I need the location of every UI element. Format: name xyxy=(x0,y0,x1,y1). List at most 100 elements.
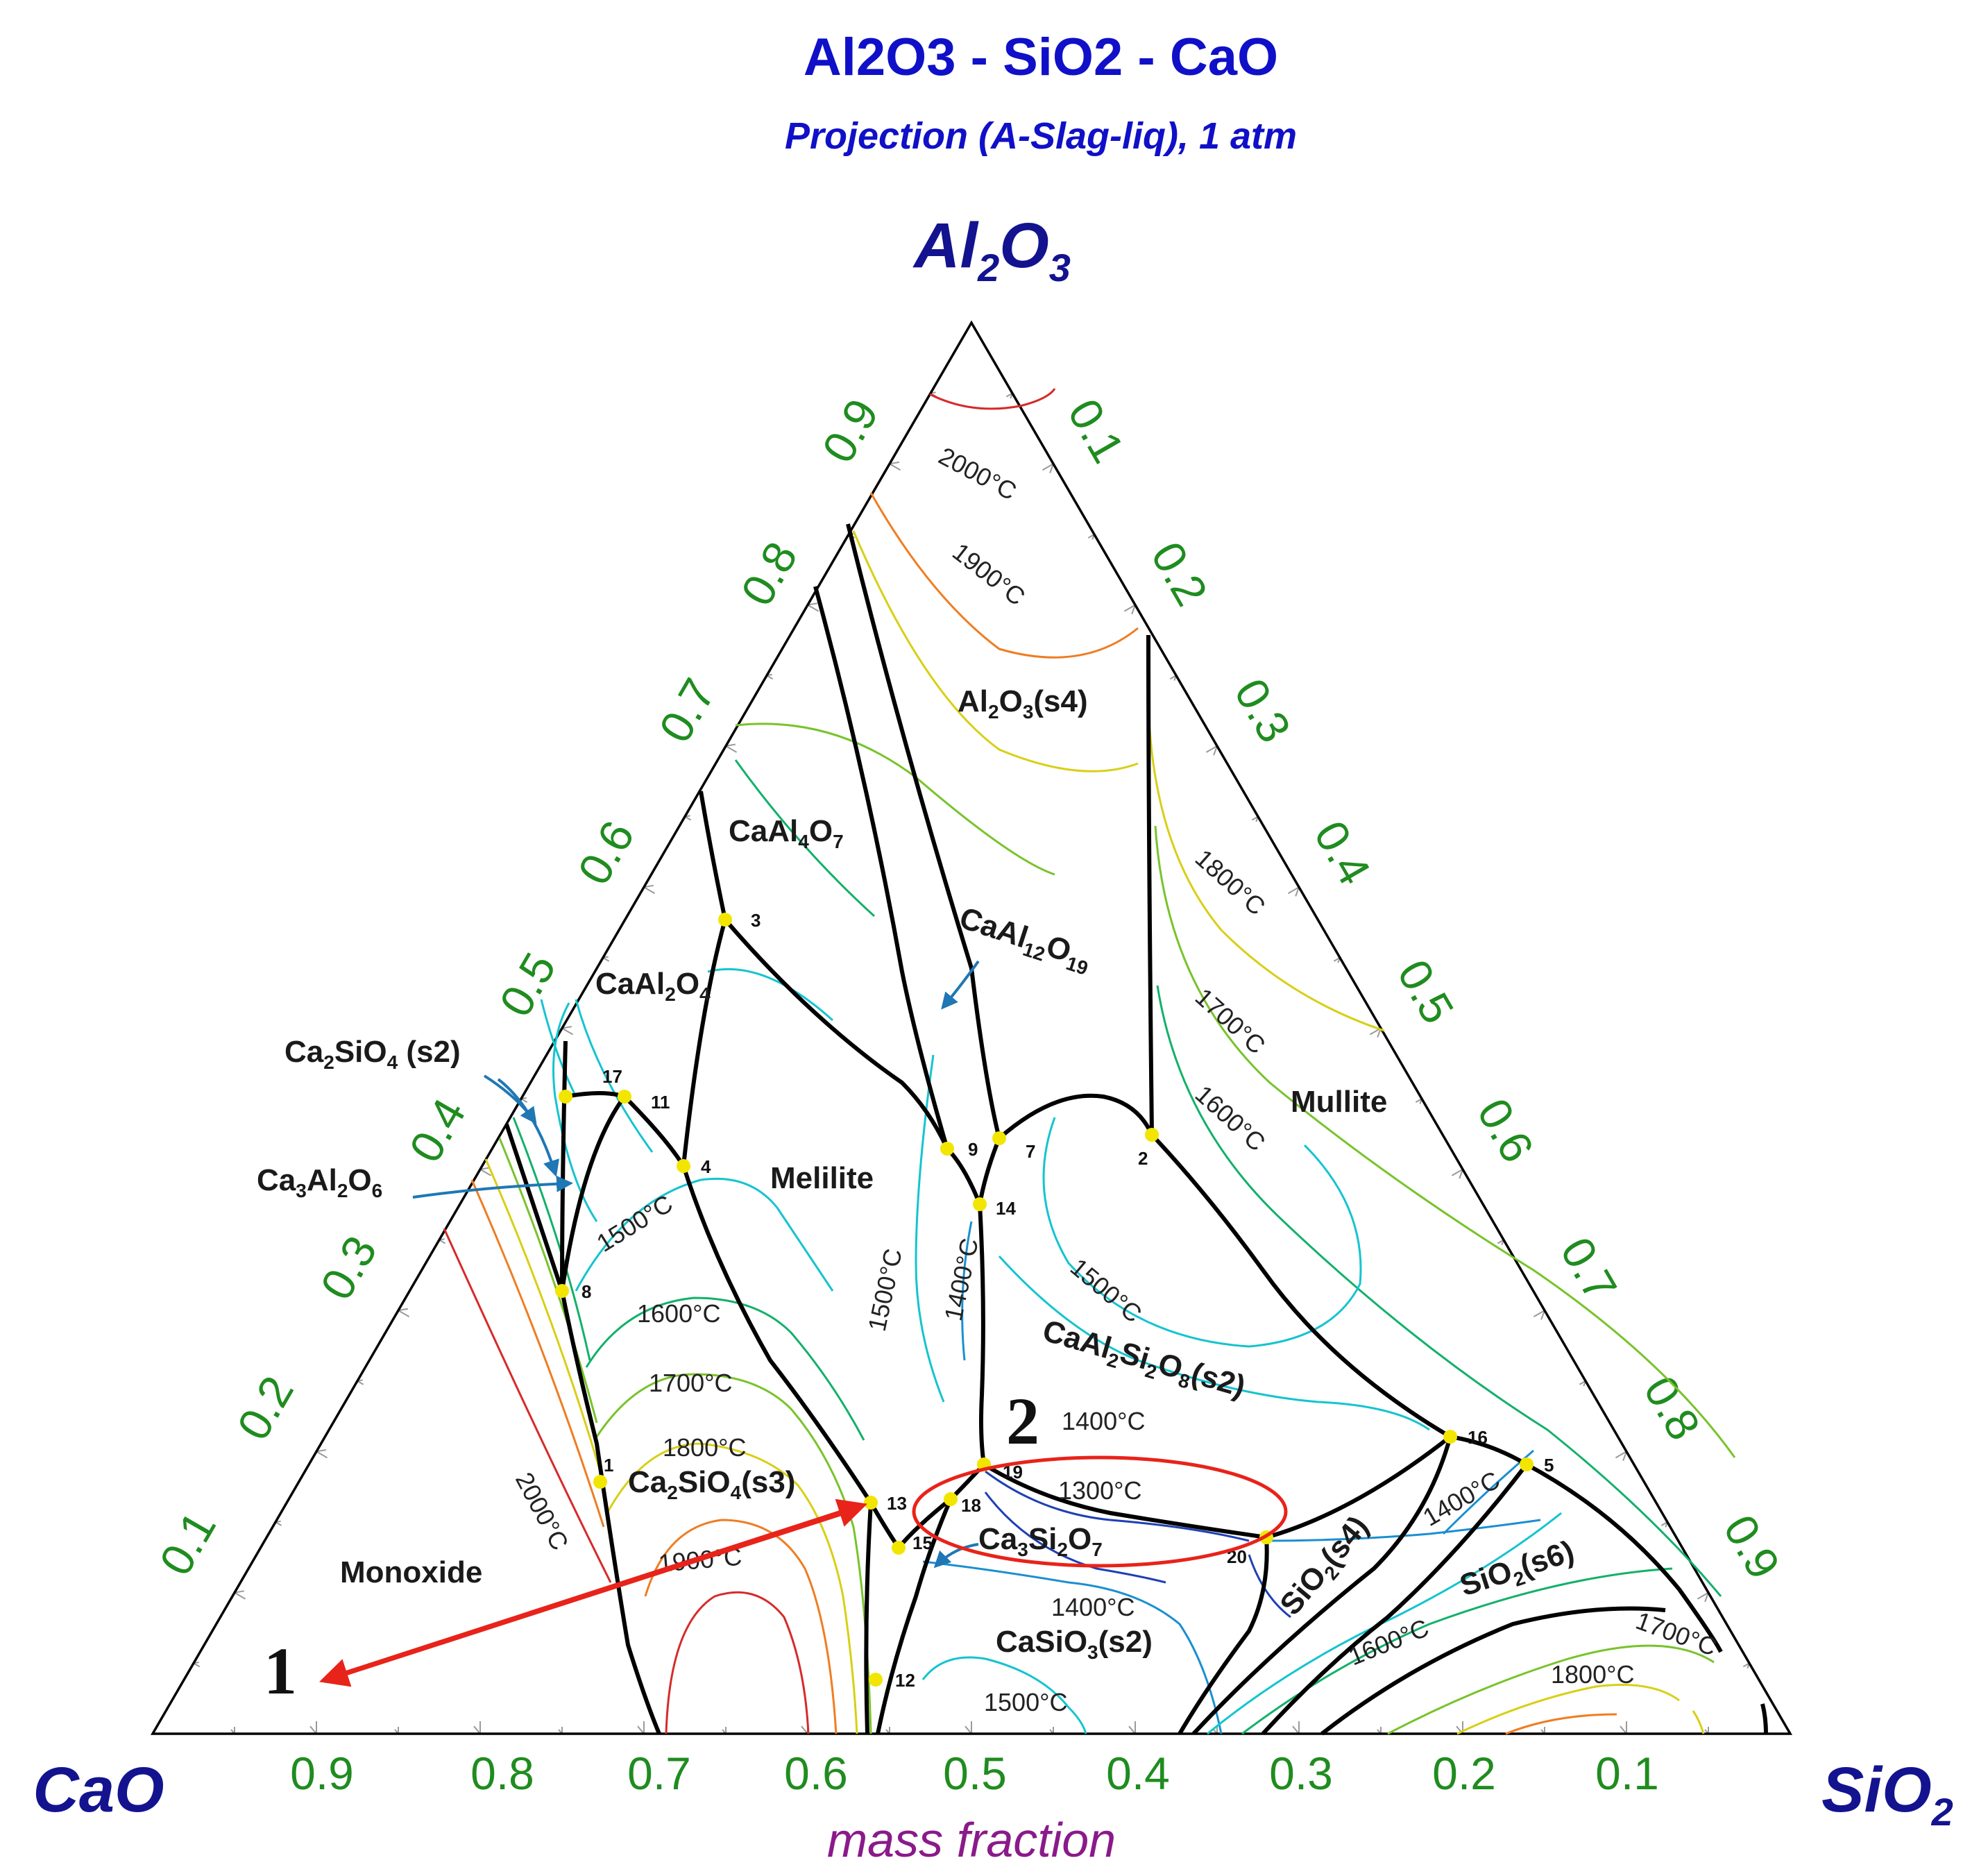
phase-labels: Al2O3(s4) CaAl4O7 CaAl12O19 CaAl2O4 Ca2S… xyxy=(257,684,1578,1663)
invariant-point xyxy=(992,1131,1006,1145)
isotherm-label: 1500°C xyxy=(863,1246,908,1333)
isotherm-label: 1800°C xyxy=(1551,1660,1634,1689)
phase-label-caal2si2o8: CaAl2Si2O8(s2) xyxy=(1038,1314,1250,1408)
right-tick-label: 0.5 xyxy=(1388,951,1464,1031)
isotherm-2000-bottom xyxy=(665,1591,810,1734)
isotherm-label: 2000°C xyxy=(934,441,1021,506)
isotherm-1800-s2 xyxy=(1692,1710,1705,1734)
diagram-subtitle: Projection (A-Slag-liq), 1 atm xyxy=(785,115,1297,157)
invariant-point xyxy=(1520,1458,1534,1471)
left-tick-label: 0.9 xyxy=(812,390,888,471)
isotherm-1300-right xyxy=(1262,1519,1541,1542)
tick-mark xyxy=(1123,604,1136,612)
arrow-ca3al2o6 xyxy=(412,1175,573,1199)
isotherm-1800-right xyxy=(1147,700,1385,1032)
isotherm-1500-mid xyxy=(915,1054,945,1403)
isotherms xyxy=(443,388,1736,1735)
tick-mark xyxy=(965,1725,972,1734)
isotherm-1400-anorthite xyxy=(998,1255,1430,1431)
invariant-point xyxy=(944,1492,958,1506)
left-tick-label: 0.2 xyxy=(227,1367,303,1448)
isotherm-label: 1900°C xyxy=(947,537,1030,611)
tick-mark xyxy=(807,602,818,606)
boundary-line xyxy=(1760,1703,1768,1734)
isotherm-1500-casio3 xyxy=(921,1656,1087,1734)
isotherm-1600-right xyxy=(1156,985,1722,1597)
isotherm-label: 1700°C xyxy=(1632,1606,1720,1662)
bottom-tick-label: 0.3 xyxy=(1269,1748,1333,1799)
left-tick-label: 0.7 xyxy=(649,670,725,750)
phase-label-caal2o4: CaAl2O4 xyxy=(595,967,711,1005)
boundary-line xyxy=(1525,1462,1723,1653)
invariant-point xyxy=(618,1090,631,1104)
boundary-line xyxy=(983,1462,1267,1539)
arrow-caal12o19 xyxy=(941,960,980,1010)
point-numbers: 3 4 17 11 8 9 7 14 2 16 5 19 18 13 15 20… xyxy=(581,910,1554,1691)
arrow-ca3si2o7 xyxy=(933,1543,979,1569)
boundary-line xyxy=(1450,1435,1528,1467)
triangle-frame xyxy=(150,320,1793,1735)
boundary-line xyxy=(998,1093,1154,1140)
isotherm-1500-cal xyxy=(575,999,654,1153)
point-label-16: 15 xyxy=(912,1532,933,1553)
boundary-line xyxy=(1266,1435,1452,1539)
blue-arrows xyxy=(412,960,980,1569)
isotherm-1700-silica xyxy=(1387,1644,1715,1735)
isotherm-1700-left xyxy=(595,1373,872,1734)
isotherm-1400-casio3 xyxy=(922,1560,1223,1734)
right-tick-label: 0.6 xyxy=(1468,1090,1544,1170)
boundary-line xyxy=(681,1165,873,1504)
boundary-line xyxy=(864,1502,873,1734)
tick-mark xyxy=(889,463,901,471)
diagram-title: Al2O3 - SiO2 - CaO xyxy=(804,28,1278,87)
point-label-18: 18 xyxy=(961,1495,981,1516)
invariant-point xyxy=(869,1673,883,1687)
isotherm-labels: 2000°C 1900°C 1800°C 1700°C 1600°C 1500°… xyxy=(510,441,1721,1716)
bottom-tick-label: 0.9 xyxy=(290,1748,354,1799)
isotherm-1500-ca2s xyxy=(552,1002,598,1222)
arrow-ca2sio4-s2 xyxy=(483,1074,537,1124)
left-tick-label: 0.5 xyxy=(489,944,566,1024)
left-tick-labels: 0.1 0.2 0.3 0.4 0.5 0.6 0.7 0.8 0.9 xyxy=(149,390,888,1583)
tick-mark xyxy=(643,886,656,895)
point-label-13: 13 xyxy=(887,1493,907,1514)
invariant-point xyxy=(555,1284,569,1298)
bottom-tick-labels: 0.9 0.8 0.7 0.6 0.5 0.4 0.3 0.2 0.1 xyxy=(290,1748,1659,1799)
isotherm-1500-top xyxy=(707,968,834,1022)
tick-mark xyxy=(1042,463,1054,471)
point-label-9: 9 xyxy=(968,1139,978,1160)
tick-mark xyxy=(725,743,736,747)
point-label-2: 2 xyxy=(1138,1148,1148,1169)
isotherm-label: 1400°C xyxy=(1418,1465,1505,1532)
tick-mark xyxy=(1533,1310,1545,1317)
vertex-label-left: CaO xyxy=(33,1755,164,1825)
tick-mark xyxy=(1622,1451,1627,1461)
point-label-8: 8 xyxy=(581,1281,591,1302)
tick-mark xyxy=(637,1725,645,1734)
marker-two: 2 xyxy=(1006,1384,1039,1458)
boundary-line xyxy=(560,1095,627,1292)
isotherm-1700-top xyxy=(735,723,1055,876)
tick-mark xyxy=(234,1591,246,1600)
isotherm-1500-anorthite xyxy=(1042,1117,1362,1348)
arrow-ca2sio4-s2-b xyxy=(497,1078,560,1177)
tick-mark xyxy=(1451,1168,1463,1176)
boundary-line xyxy=(1150,1133,1452,1439)
tick-mark xyxy=(316,1449,327,1453)
tick-mark xyxy=(1704,1592,1709,1603)
tick-mark xyxy=(309,1725,317,1734)
tick-mark xyxy=(479,1167,491,1170)
boundary-line xyxy=(813,586,949,1149)
tick-mark xyxy=(1128,1725,1136,1734)
phase-label-ca2sio4-s3: Ca2SiO4(s3) xyxy=(628,1465,795,1503)
isotherm-2000-left xyxy=(443,1228,612,1583)
tick-mark xyxy=(561,1026,572,1029)
left-tick-label: 0.1 xyxy=(149,1503,226,1583)
point-label-17: 17 xyxy=(602,1066,622,1087)
tick-mark xyxy=(234,1590,245,1594)
vertex-label-right: SiO2 xyxy=(1821,1755,1953,1834)
invariant-point xyxy=(973,1197,987,1211)
tick-mark xyxy=(473,1725,481,1734)
isotherm-1600-top xyxy=(734,759,876,918)
bottom-tick-label: 0.7 xyxy=(627,1748,691,1799)
